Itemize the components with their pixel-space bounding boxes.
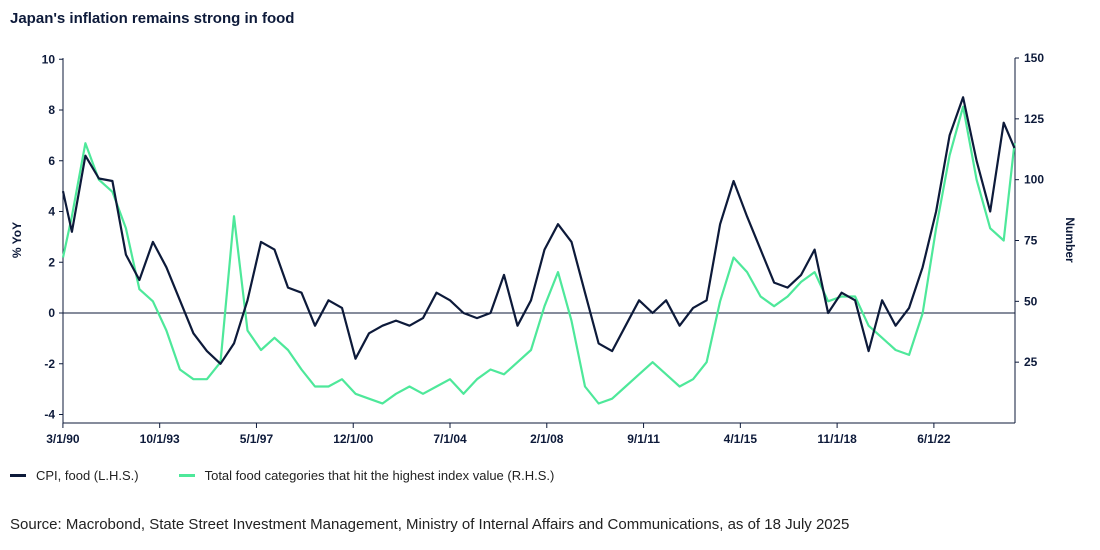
left-axis-ticks: 10 8 6 4 2 0 -2 -4 [42,52,63,422]
left-tick-label: 8 [48,103,55,117]
series-line-cpi-food [61,96,1016,365]
right-axis-ticks: 150 125 100 75 50 25 [1015,51,1044,369]
x-tick-label: 12/1/00 [333,432,373,446]
left-tick-label: 4 [48,205,55,219]
right-tick-label: 100 [1024,173,1044,187]
left-tick-label: -2 [44,357,55,371]
left-axis-title: % YoY [10,222,24,258]
x-tick-label: 3/1/90 [46,432,80,446]
x-tick-label: 10/1/93 [140,432,180,446]
x-tick-label: 11/1/18 [817,432,857,446]
right-tick-label: 125 [1024,112,1044,126]
source-note: Source: Macrobond, State Street Investme… [10,516,850,533]
axes [62,58,1016,424]
right-tick-label: 75 [1024,234,1038,248]
legend-swatch-cpi [10,474,26,477]
series-lines [61,96,1016,405]
x-tick-label: 4/1/15 [724,432,758,446]
legend-label-food: Total food categories that hit the highe… [204,468,555,483]
left-tick-label: 6 [48,154,55,168]
right-tick-label: 50 [1024,294,1038,308]
left-tick-label: 2 [48,255,55,269]
right-tick-label: 150 [1024,51,1044,65]
x-tick-label: 9/1/11 [627,432,660,446]
right-axis-title: Number [1063,217,1077,263]
legend-item-cpi: CPI, food (L.H.S.) [10,468,139,483]
x-tick-label: 7/1/04 [433,432,467,446]
chart-title: Japan's inflation remains strong in food [10,10,295,27]
x-axis-ticks: 3/1/90 10/1/93 5/1/97 12/1/00 7/1/04 2/1/08 9/… [46,423,951,446]
x-tick-label: 5/1/97 [240,432,274,446]
legend: CPI, food (L.H.S.) Total food categories… [10,468,594,483]
legend-swatch-food [178,474,195,477]
left-tick-label: -4 [44,408,55,422]
left-tick-label: 0 [48,306,55,320]
series-line-food-categories [61,105,1016,405]
legend-label-cpi: CPI, food (L.H.S.) [36,468,139,483]
x-tick-label: 6/1/22 [917,432,951,446]
x-tick-label: 2/1/08 [530,432,564,446]
legend-item-food: Total food categories that hit the highe… [178,468,555,483]
right-tick-label: 25 [1024,355,1038,369]
left-tick-label: 10 [42,52,56,66]
